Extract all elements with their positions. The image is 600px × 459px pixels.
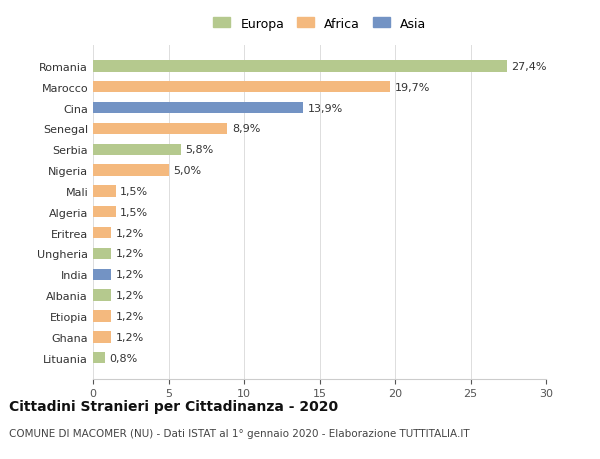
Bar [93,352,105,364]
Text: 1,5%: 1,5% [120,207,148,217]
Bar [93,290,111,301]
Text: 13,9%: 13,9% [307,103,343,113]
Text: 5,0%: 5,0% [173,166,201,176]
Bar [93,269,111,280]
Text: 1,2%: 1,2% [116,291,144,301]
Text: 8,9%: 8,9% [232,124,260,134]
Text: 0,8%: 0,8% [110,353,138,363]
Bar [93,82,391,93]
Bar [93,248,111,260]
Bar [93,331,111,343]
Bar [93,61,507,73]
Text: Cittadini Stranieri per Cittadinanza - 2020: Cittadini Stranieri per Cittadinanza - 2… [9,399,338,413]
Bar [93,311,111,322]
Bar [93,144,181,156]
Text: 1,2%: 1,2% [116,332,144,342]
Bar [93,165,169,176]
Text: 1,2%: 1,2% [116,311,144,321]
Text: 1,2%: 1,2% [116,249,144,259]
Text: COMUNE DI MACOMER (NU) - Dati ISTAT al 1° gennaio 2020 - Elaborazione TUTTITALIA: COMUNE DI MACOMER (NU) - Dati ISTAT al 1… [9,428,470,438]
Text: 1,5%: 1,5% [120,186,148,196]
Text: 5,8%: 5,8% [185,145,214,155]
Text: 1,2%: 1,2% [116,228,144,238]
Text: 19,7%: 19,7% [395,83,430,93]
Bar [93,103,303,114]
Bar [93,123,227,135]
Bar [93,207,116,218]
Text: 27,4%: 27,4% [511,62,547,72]
Legend: Europa, Africa, Asia: Europa, Africa, Asia [210,15,429,33]
Bar [93,227,111,239]
Bar [93,186,116,197]
Text: 1,2%: 1,2% [116,270,144,280]
